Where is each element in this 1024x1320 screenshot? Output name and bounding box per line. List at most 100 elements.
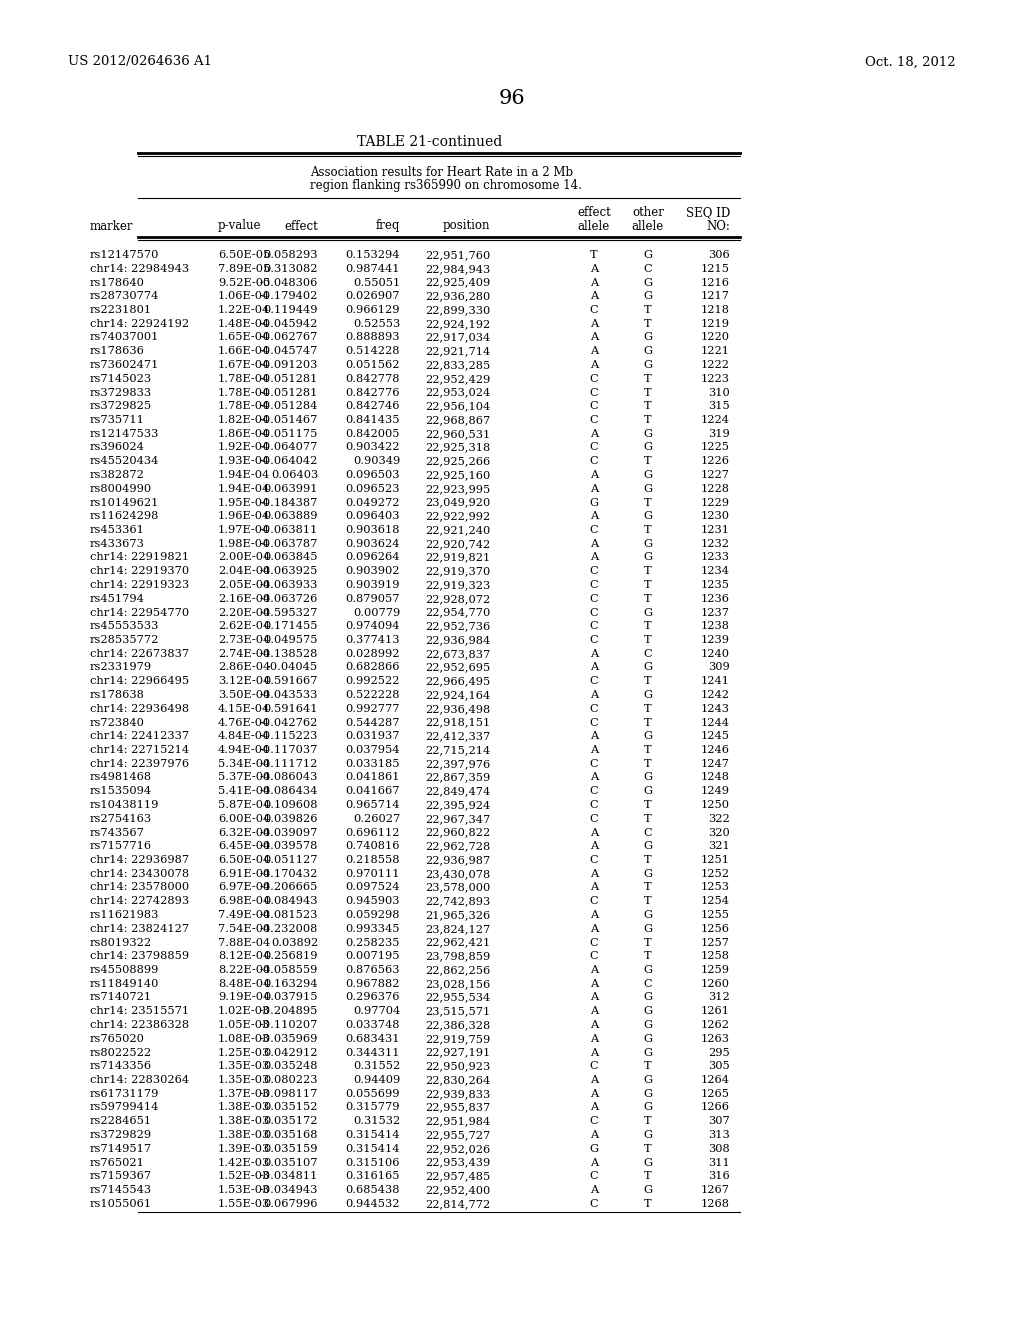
Text: G: G [643, 772, 652, 783]
Text: 0.007195: 0.007195 [345, 952, 400, 961]
Text: C: C [590, 607, 598, 618]
Text: 22,386,328: 22,386,328 [425, 1020, 490, 1030]
Text: 22,921,714: 22,921,714 [425, 346, 490, 356]
Text: 309: 309 [709, 663, 730, 672]
Text: C: C [590, 952, 598, 961]
Text: 0.903422: 0.903422 [345, 442, 400, 453]
Text: T: T [644, 498, 652, 507]
Text: chr14: 22742893: chr14: 22742893 [90, 896, 189, 907]
Text: 0.992777: 0.992777 [345, 704, 400, 714]
Text: 4.15E-04: 4.15E-04 [218, 704, 270, 714]
Text: 2.73E-04: 2.73E-04 [218, 635, 270, 645]
Text: A: A [590, 360, 598, 370]
Text: T: T [644, 813, 652, 824]
Text: 22,919,323: 22,919,323 [425, 579, 490, 590]
Text: T: T [644, 318, 652, 329]
Text: -0.117037: -0.117037 [260, 744, 318, 755]
Text: 22,955,837: 22,955,837 [425, 1102, 490, 1113]
Text: G: G [643, 249, 652, 260]
Text: 0.377413: 0.377413 [345, 635, 400, 645]
Text: 305: 305 [709, 1061, 730, 1072]
Text: 3.50E-04: 3.50E-04 [218, 690, 270, 700]
Text: 0.26027: 0.26027 [352, 813, 400, 824]
Text: 0.903902: 0.903902 [345, 566, 400, 577]
Text: rs765020: rs765020 [90, 1034, 144, 1044]
Text: -0.043533: -0.043533 [260, 690, 318, 700]
Text: C: C [590, 718, 598, 727]
Text: 22,950,923: 22,950,923 [425, 1061, 490, 1072]
Text: 1235: 1235 [701, 579, 730, 590]
Text: rs178638: rs178638 [90, 690, 144, 700]
Text: 22,953,439: 22,953,439 [425, 1158, 490, 1167]
Text: 0.096503: 0.096503 [345, 470, 400, 480]
Text: 1221: 1221 [701, 346, 730, 356]
Text: 1251: 1251 [701, 855, 730, 865]
Text: -0.045747: -0.045747 [260, 346, 318, 356]
Text: 0.153294: 0.153294 [345, 249, 400, 260]
Text: 0.97704: 0.97704 [352, 1006, 400, 1016]
Text: chr14: 22673837: chr14: 22673837 [90, 648, 189, 659]
Text: C: C [590, 759, 598, 768]
Text: Association results for Heart Rate in a 2 Mb: Association results for Heart Rate in a … [310, 165, 573, 178]
Text: 22,867,359: 22,867,359 [425, 772, 490, 783]
Text: 0.52553: 0.52553 [352, 318, 400, 329]
Text: rs61731179: rs61731179 [90, 1089, 160, 1098]
Text: 22,952,695: 22,952,695 [425, 663, 490, 672]
Text: 5.34E-04: 5.34E-04 [218, 759, 270, 768]
Text: G: G [643, 1048, 652, 1057]
Text: 1.02E-03: 1.02E-03 [218, 1006, 270, 1016]
Text: chr14: 22830264: chr14: 22830264 [90, 1074, 189, 1085]
Text: 8.48E-04: 8.48E-04 [218, 978, 270, 989]
Text: 2.62E-04: 2.62E-04 [218, 622, 270, 631]
Text: 22,951,760: 22,951,760 [425, 249, 490, 260]
Text: 22,849,474: 22,849,474 [425, 787, 490, 796]
Text: -0.086043: -0.086043 [260, 772, 318, 783]
Text: allele: allele [632, 219, 665, 232]
Text: G: G [643, 539, 652, 549]
Text: T: T [644, 374, 652, 384]
Text: 2.04E-04: 2.04E-04 [218, 566, 270, 577]
Text: 1.53E-03: 1.53E-03 [218, 1185, 270, 1195]
Text: 313: 313 [709, 1130, 730, 1140]
Text: rs743567: rs743567 [90, 828, 144, 837]
Text: 0.041861: 0.041861 [345, 772, 400, 783]
Text: T: T [644, 579, 652, 590]
Text: 22,923,995: 22,923,995 [425, 483, 490, 494]
Text: 22,954,770: 22,954,770 [425, 607, 490, 618]
Text: 1252: 1252 [701, 869, 730, 879]
Text: A: A [590, 772, 598, 783]
Text: 0.591667: 0.591667 [263, 676, 318, 686]
Text: -0.042762: -0.042762 [260, 718, 318, 727]
Text: A: A [590, 663, 598, 672]
Text: 0.063845: 0.063845 [263, 553, 318, 562]
Text: rs45520434: rs45520434 [90, 457, 160, 466]
Text: 0.315414: 0.315414 [345, 1130, 400, 1140]
Text: 1216: 1216 [701, 277, 730, 288]
Text: G: G [643, 483, 652, 494]
Text: rs3729833: rs3729833 [90, 388, 153, 397]
Text: A: A [590, 346, 598, 356]
Text: 0.31552: 0.31552 [352, 1061, 400, 1072]
Text: A: A [590, 1158, 598, 1167]
Text: -0.115223: -0.115223 [260, 731, 318, 742]
Text: 22,919,759: 22,919,759 [425, 1034, 490, 1044]
Text: 0.041667: 0.041667 [345, 787, 400, 796]
Text: 6.97E-04: 6.97E-04 [218, 883, 270, 892]
Text: 6.98E-04: 6.98E-04 [218, 896, 270, 907]
Text: T: T [644, 676, 652, 686]
Text: 1.95E-04: 1.95E-04 [218, 498, 270, 507]
Text: chr14: 22919370: chr14: 22919370 [90, 566, 189, 577]
Text: 0.051562: 0.051562 [345, 360, 400, 370]
Text: 22,924,164: 22,924,164 [425, 690, 490, 700]
Text: 23,578,000: 23,578,000 [425, 883, 490, 892]
Text: 1.35E-03: 1.35E-03 [218, 1061, 270, 1072]
Text: 0.970111: 0.970111 [345, 869, 400, 879]
Text: 1218: 1218 [701, 305, 730, 315]
Text: 0.033185: 0.033185 [345, 759, 400, 768]
Text: 1237: 1237 [701, 607, 730, 618]
Text: 22,962,421: 22,962,421 [425, 937, 490, 948]
Text: G: G [590, 498, 599, 507]
Text: 0.026907: 0.026907 [345, 292, 400, 301]
Text: 1.97E-04: 1.97E-04 [218, 525, 270, 535]
Text: rs59799414: rs59799414 [90, 1102, 160, 1113]
